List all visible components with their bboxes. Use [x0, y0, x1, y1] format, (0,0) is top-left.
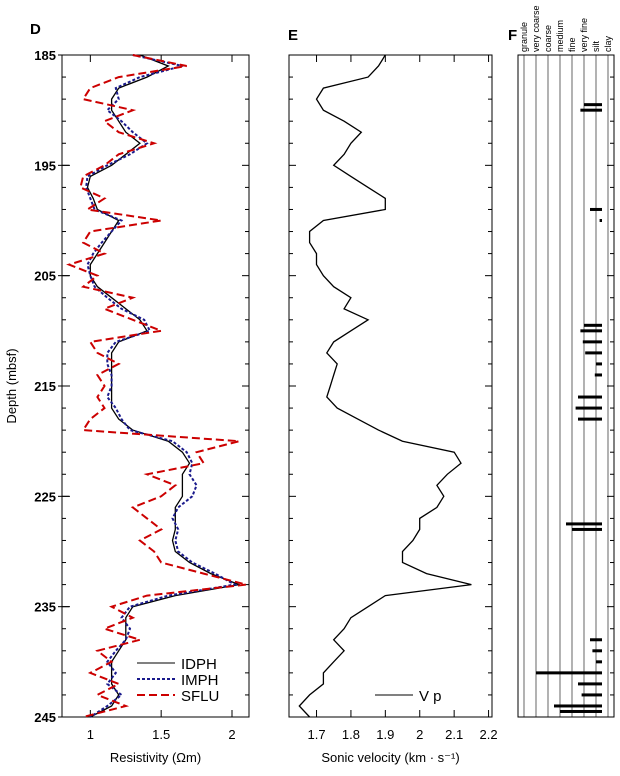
y-tick-label: 185	[34, 48, 56, 63]
bed-bar	[578, 682, 602, 686]
grain-label: fine	[567, 37, 577, 52]
legend-label: V p	[419, 688, 442, 705]
y-tick-label: 205	[34, 269, 56, 284]
grain-label: coarse	[543, 25, 553, 52]
bed-bar	[596, 362, 602, 366]
series-line	[86, 54, 242, 718]
x-tick-label: 1	[87, 727, 94, 742]
series-line	[298, 54, 472, 718]
series-line	[66, 54, 247, 718]
x-tick-label: 1.5	[152, 727, 170, 742]
bed-bar	[560, 709, 602, 713]
bed-bar	[581, 693, 602, 697]
bed-bar	[585, 351, 602, 355]
bed-bar	[584, 323, 602, 327]
bed-bar	[566, 522, 602, 526]
grain-label: granule	[519, 22, 529, 52]
bed-bar	[594, 373, 602, 377]
bed-bar	[578, 417, 602, 421]
y-axis-label: Depth (mbsf)	[4, 348, 19, 423]
x-tick-label: 2.2	[480, 727, 498, 742]
grain-label: very fine	[579, 18, 589, 52]
grain-label: clay	[603, 35, 613, 52]
panel-title: E	[288, 27, 298, 44]
bed-bar	[580, 329, 602, 333]
panel-title: D	[30, 21, 41, 38]
y-tick-label: 245	[34, 710, 56, 725]
plot-frame	[61, 54, 250, 718]
series-line	[85, 54, 238, 718]
x-tick-label: 2.1	[445, 727, 463, 742]
grain-label: medium	[555, 20, 565, 52]
x-axis-label: Resistivity (Ωm)	[110, 750, 201, 765]
bed-bar	[592, 649, 602, 653]
bed-bar	[584, 103, 602, 107]
y-tick-label: 195	[34, 158, 56, 173]
legend-label: IDPH	[181, 656, 217, 673]
bed-bar	[575, 406, 602, 410]
panel-title: F	[508, 27, 517, 44]
x-tick-label: 2	[228, 727, 235, 742]
plot-frame	[517, 54, 615, 718]
bed-bar	[599, 219, 602, 222]
x-tick-label: 1.9	[376, 727, 394, 742]
bed-bar	[596, 660, 602, 664]
legend-label: SFLU	[181, 688, 219, 705]
bed-bar	[554, 704, 602, 708]
x-axis-label: Sonic velocity (km · s⁻¹)	[321, 750, 459, 765]
bed-bar	[536, 671, 602, 675]
x-tick-label: 2	[416, 727, 423, 742]
grain-label: silt	[591, 41, 601, 52]
bed-bar	[580, 108, 602, 112]
bed-bar	[590, 638, 602, 642]
x-tick-label: 1.7	[307, 727, 325, 742]
bed-bar	[578, 395, 602, 399]
plot-frame	[288, 54, 493, 718]
y-tick-label: 235	[34, 600, 56, 615]
y-tick-label: 215	[34, 379, 56, 394]
grain-label: very coarse	[531, 5, 541, 52]
bed-bar	[582, 340, 602, 344]
y-tick-label: 225	[34, 489, 56, 504]
legend-label: IMPH	[181, 672, 219, 689]
bed-bar	[590, 207, 602, 211]
x-tick-label: 1.8	[342, 727, 360, 742]
bed-bar	[572, 527, 602, 531]
